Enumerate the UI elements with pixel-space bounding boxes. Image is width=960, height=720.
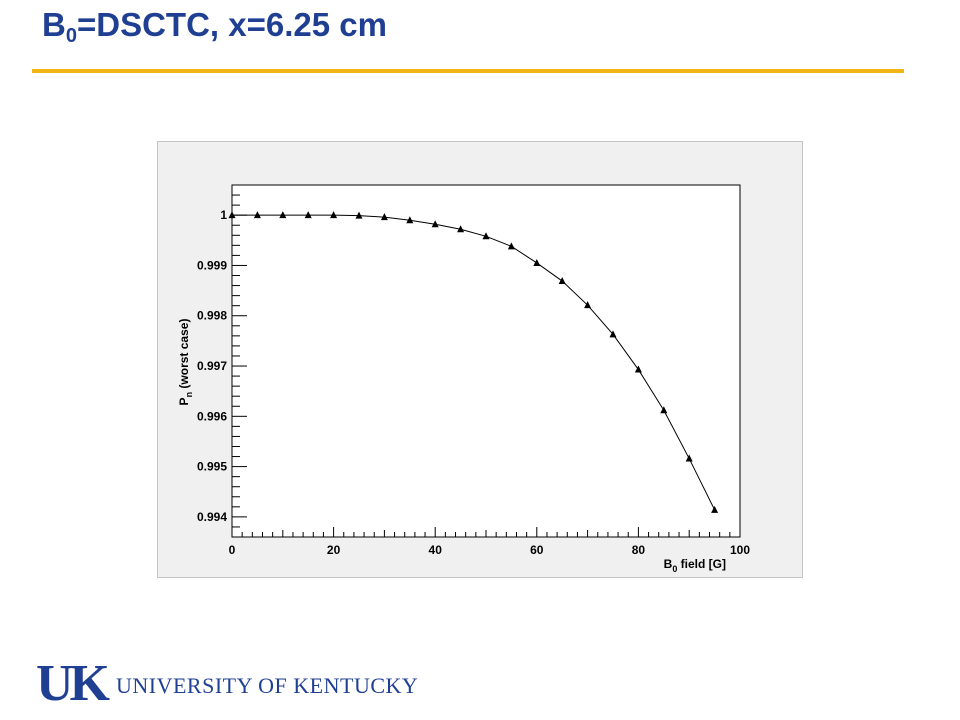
y-tick-label: 0.998 <box>197 309 227 323</box>
plot-canvas: 0 20 40 60 80 100 0.994 0.995 0.996 0.997 0.998 0.9… <box>157 141 803 578</box>
data-point <box>406 216 414 224</box>
x-tick-label: 80 <box>632 543 646 557</box>
title-divider <box>32 69 904 73</box>
fit-curve <box>232 214 716 511</box>
y-tick-label: 0.999 <box>197 258 227 272</box>
data-point <box>228 211 236 219</box>
data-point <box>558 277 566 285</box>
university-name: UNIVERSITY OF KENTUCKY <box>116 673 419 698</box>
data-point <box>584 301 592 309</box>
x-tick-label: 40 <box>429 543 443 557</box>
data-point <box>711 505 719 513</box>
data-point <box>457 225 465 233</box>
data-point <box>279 211 287 219</box>
data-point <box>304 211 312 219</box>
chart: 0 20 40 60 80 100 0.994 0.995 0.996 0.997 0.998 0.9… <box>177 184 750 574</box>
data-point <box>634 365 642 373</box>
y-axis-title: Pn (worst case) <box>177 319 194 406</box>
x-tick-label: 0 <box>229 543 236 557</box>
axis-ticks <box>231 184 741 538</box>
data-markers <box>228 211 719 513</box>
y-tick-label: 0.995 <box>197 460 227 474</box>
plot-area <box>231 184 741 538</box>
data-point <box>533 258 541 266</box>
data-point <box>507 242 515 250</box>
data-point <box>660 406 668 414</box>
data-point <box>431 220 439 228</box>
data-point <box>330 211 338 219</box>
slide-title: B0=DSCTC, x=6.25 cm <box>42 6 387 47</box>
x-tick-label: 20 <box>327 543 341 557</box>
x-axis-title: B0 field [G] <box>664 557 726 574</box>
data-point <box>380 213 388 221</box>
university-logo: UK UNIVERSITY OF KENTUCKY <box>36 655 419 712</box>
x-tick-label: 100 <box>730 543 750 557</box>
data-point <box>355 211 363 219</box>
x-tick-label: 60 <box>530 543 544 557</box>
y-tick-label: 1 <box>220 208 227 222</box>
data-point <box>482 232 490 240</box>
tick-labels: 0 20 40 60 80 100 0.994 0.995 0.996 0.997 0.998 0.9… <box>197 208 750 557</box>
y-tick-label: 0.996 <box>197 409 227 423</box>
y-tick-label: 0.997 <box>197 359 227 373</box>
uk-logo-mark: UK <box>36 655 110 712</box>
data-point <box>253 211 261 219</box>
slide-title-subscript: 0 <box>65 25 77 47</box>
data-point <box>685 454 693 462</box>
y-tick-label: 0.994 <box>197 510 227 524</box>
data-point <box>609 330 617 338</box>
